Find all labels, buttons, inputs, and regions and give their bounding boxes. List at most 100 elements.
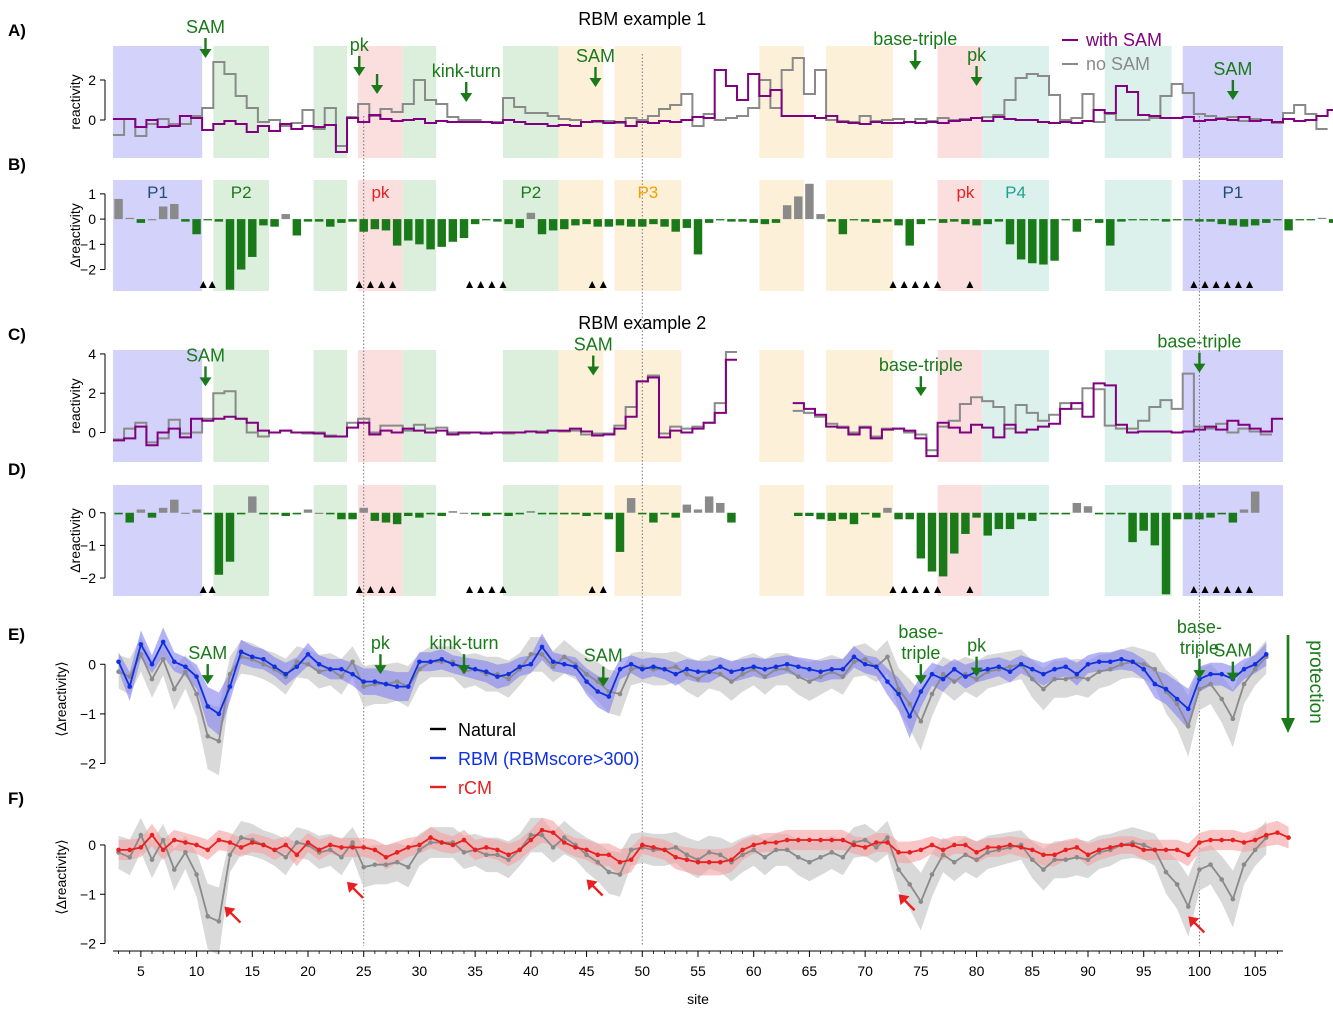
- bar-b-75: [950, 219, 959, 222]
- point-f-1-11: [238, 845, 244, 850]
- protection-label: protection: [1305, 640, 1326, 723]
- point-f-0-74: [940, 852, 946, 858]
- point-e-0-96: [1185, 723, 1191, 729]
- point-f-0-85: [1063, 857, 1069, 863]
- band-d-11: [982, 485, 1049, 596]
- bar-b-68: [872, 219, 881, 223]
- bar-b-2: [136, 219, 146, 223]
- point-e-0-50: [673, 664, 679, 670]
- red-arrow-shaft-3: [902, 898, 916, 912]
- point-e-1-63: [818, 669, 823, 675]
- annotation-arrow-head-a-7: [1226, 91, 1239, 100]
- panel-letter-e: E): [8, 625, 25, 644]
- point-e-1-89: [1107, 659, 1113, 665]
- bar-b-107: [1306, 219, 1316, 221]
- point-f-0-19: [327, 847, 333, 853]
- point-e-1-59: [773, 664, 779, 670]
- marker-triangle-b-1: [208, 281, 216, 288]
- bar-d-64: [827, 512, 836, 521]
- point-f-1-71: [907, 850, 913, 855]
- point-f-0-25: [394, 859, 400, 865]
- bar-d-11: [236, 512, 246, 515]
- point-f-0-54: [717, 852, 723, 858]
- point-f-1-44: [606, 852, 612, 858]
- annotation-arrow-head-e-3: [597, 677, 610, 687]
- bar-b-27: [415, 219, 424, 245]
- x-tick-label-19: 100: [1188, 963, 1212, 979]
- y-tick-label-b-0: −2: [80, 262, 96, 278]
- point-f-1-68: [873, 840, 879, 845]
- point-f-1-80: [1007, 842, 1013, 848]
- band-d-0: [113, 485, 203, 596]
- y-tick-label-e-1: −1: [80, 706, 96, 722]
- point-e-0-63: [818, 674, 823, 679]
- point-f-1-41: [573, 845, 578, 850]
- point-e-1-96: [1185, 706, 1191, 712]
- x-tick-label-15: 80: [969, 963, 985, 979]
- point-f-0-99: [1219, 877, 1225, 882]
- point-f-1-50: [673, 854, 679, 860]
- band-a-4: [402, 46, 437, 158]
- bar-d-65: [838, 512, 848, 520]
- point-e-1-62: [807, 666, 812, 672]
- bar-d-78: [983, 512, 992, 536]
- band-d-5: [503, 485, 559, 596]
- point-e-0-4: [160, 656, 166, 662]
- point-e-0-7: [194, 691, 199, 697]
- bar-b-9: [214, 219, 224, 222]
- bar-d-48: [649, 512, 658, 523]
- point-f-1-89: [1107, 845, 1113, 850]
- bar-d-61: [794, 512, 803, 517]
- y-tick-label-e-2: 0: [88, 656, 96, 672]
- marker-triangle-d-9: [499, 586, 507, 593]
- bar-b-13: [259, 219, 268, 226]
- point-e-0-0: [116, 669, 121, 675]
- point-e-0-17: [305, 661, 311, 667]
- point-f-0-33: [483, 852, 489, 858]
- bar-b-100: [1228, 219, 1238, 226]
- bar-b-88: [1094, 219, 1104, 223]
- point-f-0-82: [1029, 857, 1035, 863]
- bar-b-51: [682, 219, 692, 228]
- panel-title-c: RBM example 2: [578, 313, 706, 333]
- point-f-0-60: [784, 847, 790, 853]
- point-f-1-103: [1263, 832, 1269, 838]
- band-b-5: [503, 180, 559, 291]
- point-f-1-48: [651, 845, 656, 850]
- y-tick-label-b-2: 0: [88, 211, 96, 227]
- bar-d-24: [381, 512, 391, 523]
- y-tick-label-f-2: 0: [88, 837, 96, 853]
- bar-b-89: [1106, 219, 1115, 246]
- point-e-0-101: [1241, 681, 1247, 687]
- band-c-12: [1104, 350, 1172, 462]
- bar-b-5: [170, 203, 179, 220]
- point-e-1-71: [907, 714, 913, 719]
- bar-d-32: [470, 512, 480, 515]
- bar-d-96: [1184, 512, 1193, 520]
- point-e-1-85: [1063, 664, 1069, 670]
- point-f-1-10: [227, 840, 233, 845]
- band-b-10: [937, 180, 983, 291]
- bar-d-13: [259, 512, 268, 515]
- y-tick-label-d-2: 0: [88, 505, 96, 521]
- bar-d-29: [437, 512, 446, 517]
- band-c-5: [503, 350, 559, 462]
- band-label-5: P2: [520, 183, 541, 202]
- bar-b-97: [1195, 219, 1204, 222]
- bar-d-73: [927, 512, 937, 572]
- band-a-9: [826, 46, 893, 158]
- point-e-0-73: [929, 691, 935, 697]
- point-f-1-83: [1041, 852, 1046, 858]
- point-f-1-47: [639, 842, 645, 848]
- bar-d-80: [1005, 512, 1015, 530]
- point-e-1-13: [261, 656, 266, 662]
- point-e-1-14: [272, 664, 277, 670]
- marker-triangle-b-2: [355, 281, 363, 288]
- bar-b-40: [560, 219, 569, 230]
- x-tick-label-7: 40: [523, 963, 539, 979]
- annotation-arrow-head-c-1: [587, 366, 600, 376]
- marker-triangle-b-20: [1212, 281, 1220, 288]
- marker-triangle-d-7: [477, 586, 485, 593]
- band-b-9: [826, 180, 893, 291]
- point-f-1-16: [294, 852, 300, 858]
